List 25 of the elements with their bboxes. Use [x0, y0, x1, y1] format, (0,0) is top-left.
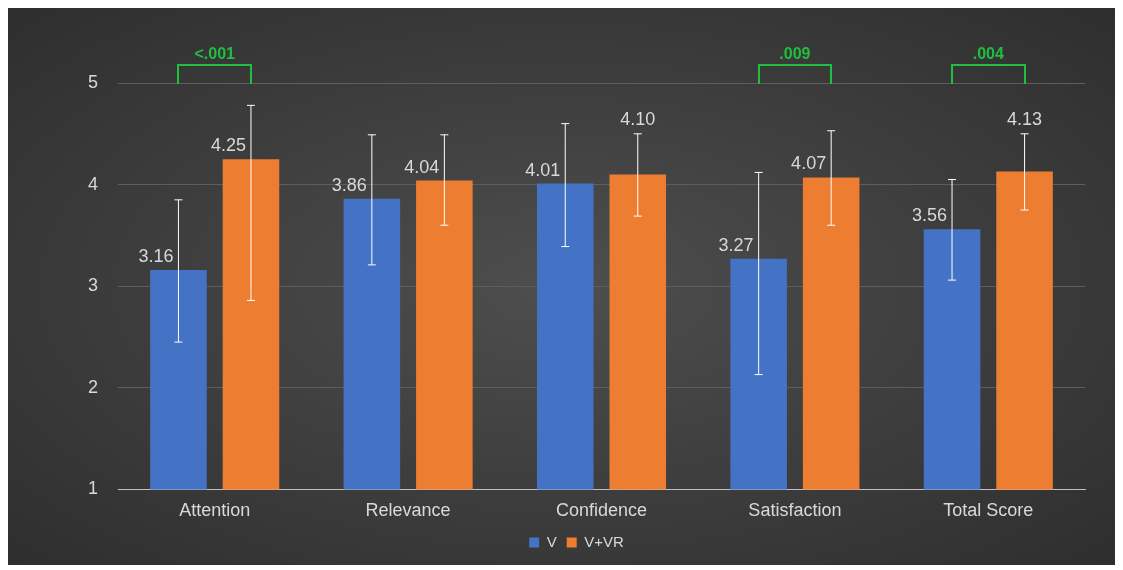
- x-tick-label: Total Score: [943, 500, 1034, 521]
- data-label: 4.01: [525, 159, 561, 180]
- text: .004: [972, 45, 1004, 63]
- data-label: 3.86: [331, 174, 367, 195]
- y-tick-label: 4: [88, 173, 99, 194]
- data-label: 4.10: [620, 108, 656, 129]
- y-tick-label: 2: [88, 376, 99, 397]
- x-tick-label: Attention: [179, 500, 251, 521]
- x-tick-label: Satisfaction: [748, 500, 842, 521]
- x-tick-label: Relevance: [365, 500, 451, 521]
- data-label: 4.13: [1007, 108, 1043, 129]
- y-tick-label: 3: [88, 275, 99, 296]
- data-label: 4.07: [791, 153, 827, 174]
- data-label: 4.25: [210, 135, 246, 156]
- data-label: 3.56: [911, 205, 948, 226]
- x-tick-label: Confidence: [555, 500, 648, 521]
- legend-label: V: [546, 532, 557, 550]
- y-tick-label: 5: [88, 71, 99, 92]
- text: <.001: [194, 45, 236, 63]
- data-label: 3.16: [138, 245, 174, 266]
- data-label: 3.27: [718, 234, 754, 255]
- text: .009: [779, 45, 811, 63]
- legend-label: V+VR: [584, 532, 624, 550]
- y-tick-label: 1: [88, 478, 99, 499]
- data-label: 4.04: [404, 156, 440, 177]
